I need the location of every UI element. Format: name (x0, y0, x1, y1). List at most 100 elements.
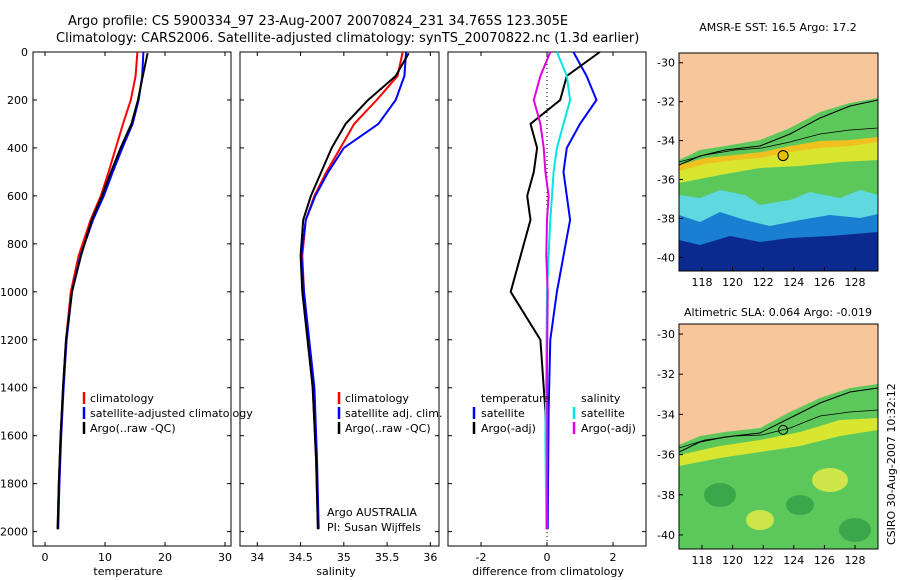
x-tick-label: 118 (691, 554, 712, 567)
sst-map-title: AMSR-E SST: 16.5 Argo: 17.2 (699, 21, 857, 34)
salinity-legend: climatology satellite adj. clim. Argo(..… (327, 392, 442, 534)
y-tick-label: 1800 (0, 478, 28, 491)
x-tick-label: 2 (610, 551, 617, 564)
salinity-xlabel: salinity (316, 565, 356, 578)
shelf-contour (679, 409, 878, 449)
y-tick-label: -38 (657, 489, 675, 502)
figure-title-line1: Argo profile: CS 5900334_97 23-Aug-2007 … (68, 14, 568, 29)
y-tick-label: -36 (657, 449, 675, 462)
x-tick-label: 128 (845, 276, 866, 289)
x-tick-label: 118 (691, 276, 712, 289)
x-tick-label: 34 (250, 551, 264, 564)
y-tick-label: 0 (21, 46, 28, 59)
sla-map-title: Altimetric SLA: 0.064 Argo: -0.019 (684, 306, 872, 319)
x-tick-label: -2 (476, 551, 487, 564)
sla-high-eddy (812, 468, 848, 492)
x-tick-label: 128 (845, 554, 866, 567)
legend-temp-argo: Argo(-adj) (481, 422, 536, 435)
y-tick-label: -30 (657, 57, 675, 70)
warm-shelf-band (679, 138, 878, 183)
legend-argo: Argo(..raw -QC) (90, 422, 176, 435)
shelf-contour (679, 127, 878, 163)
y-tick-label: -36 (657, 174, 675, 187)
difference-legend: temperature satellite Argo(-adj) salinit… (472, 392, 636, 435)
x-tick-label: 126 (814, 276, 835, 289)
series-temperature-argo-adj- (509, 51, 601, 530)
x-tick-label: 0 (544, 551, 551, 564)
y-tick-label: -34 (657, 135, 675, 148)
difference-xlabel: difference from climatology (472, 565, 624, 578)
x-tick-label: 122 (753, 276, 774, 289)
temperature-xlabel: temperature (93, 565, 162, 578)
y-tick-label: -32 (657, 368, 675, 381)
y-tick-label: -32 (657, 96, 675, 109)
figure-title-line2: Climatology: CARS2006. Satellite-adjuste… (56, 31, 639, 46)
argo-float-marker (778, 424, 789, 435)
temperature-series (56, 51, 149, 530)
x-tick-label: 35.5 (375, 551, 400, 564)
salinity-series (299, 51, 410, 530)
pi-label: PI: Susan Wijffels (327, 521, 421, 534)
series-satellite-adj-clim- (300, 51, 408, 530)
sla-low-eddy (839, 518, 871, 542)
sla-map (679, 324, 878, 549)
x-tick-label: 120 (722, 554, 743, 567)
series-argo-raw-qc- (299, 52, 410, 530)
y-tick-label: 200 (7, 94, 28, 107)
legend-sal-satellite: satellite (581, 407, 625, 420)
y-tick-label: -40 (657, 251, 675, 264)
x-tick-label: 34.5 (288, 551, 313, 564)
y-tick-label: 1000 (0, 286, 28, 299)
sst-map (679, 53, 878, 271)
y-tick-label: 1600 (0, 430, 28, 443)
legend-sal-argo: Argo(-adj) (581, 422, 636, 435)
series-argo-raw-qc- (56, 52, 149, 530)
y-tick-label: 1200 (0, 334, 28, 347)
y-tick-label: 2000 (0, 526, 28, 539)
y-tick-label: 400 (7, 142, 28, 155)
sla-high-eddy (746, 510, 774, 530)
legend-temperature-heading: temperature (481, 392, 550, 405)
y-tick-label: -34 (657, 408, 675, 421)
y-tick-label: -40 (657, 529, 675, 542)
sst-dark-band (679, 232, 878, 271)
salinity-ticks: 34 34.5 35 35.5 36 (240, 51, 439, 564)
temperature-legend: climatology satellite-adjusted climatolo… (82, 392, 253, 435)
series-climatology (56, 51, 139, 530)
legend-satellite: satellite-adjusted climatology (90, 407, 253, 420)
x-tick-label: 10 (98, 551, 112, 564)
legend-climatology: climatology (90, 392, 154, 405)
argo-float-marker (777, 150, 789, 162)
x-tick-label: 120 (722, 276, 743, 289)
legend-satellite: satellite adj. clim. (345, 407, 442, 420)
legend-argo: Argo(..raw -QC) (345, 422, 431, 435)
x-tick-label: 126 (814, 554, 835, 567)
sla-low-eddy (704, 483, 736, 507)
x-tick-label: 0 (42, 551, 49, 564)
y-tick-label: 800 (7, 238, 28, 251)
sla-map-frame (678, 323, 879, 550)
difference-series (509, 51, 601, 530)
argo-program-label: Argo AUSTRALIA (327, 506, 417, 519)
timestamp-stamp: CSIRO 30-Aug-2007 10:32:12 (885, 383, 898, 545)
temperature-ticks: 0 10 20 30 0 200 400 600 800 1000 1200 1400 1600 1800… (0, 46, 232, 564)
x-tick-label: 30 (218, 551, 232, 564)
legend-climatology: climatology (345, 392, 409, 405)
y-tick-label: 600 (7, 190, 28, 203)
series-salinity-argo-adj- (532, 51, 552, 530)
sla-map-ticks: 118 120 122 124 126 128 -30 -32 -34 -36 -38 -40 (657, 328, 866, 567)
x-tick-label: 20 (158, 551, 172, 564)
x-tick-label: 36 (423, 551, 437, 564)
legend-temp-satellite: satellite (481, 407, 525, 420)
coastline (679, 387, 878, 453)
y-tick-label: -30 (657, 328, 675, 341)
sla-low-eddy (786, 495, 814, 515)
sla-high-band (679, 418, 878, 466)
x-tick-label: 124 (783, 554, 804, 567)
sst-map-ticks: 118 120 122 124 126 128 -30 -32 -34 -36 -38 -40 (657, 57, 866, 289)
y-tick-label: 1400 (0, 382, 28, 395)
y-tick-label: -38 (657, 212, 675, 225)
sst-map-frame (678, 52, 879, 272)
difference-ticks: -2 0 2 (448, 51, 646, 564)
